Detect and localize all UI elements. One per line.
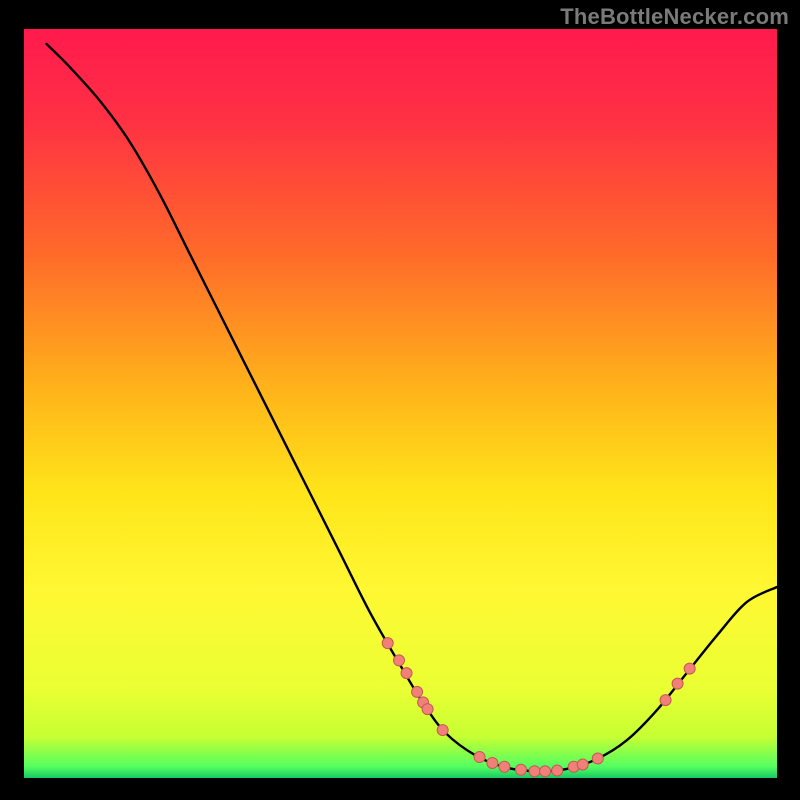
bottleneck-curve bbox=[47, 44, 777, 771]
data-marker bbox=[540, 766, 551, 777]
data-marker bbox=[401, 668, 412, 679]
data-marker bbox=[412, 686, 423, 697]
data-marker bbox=[660, 695, 671, 706]
data-marker bbox=[437, 725, 448, 736]
data-marker bbox=[552, 765, 563, 776]
data-marker bbox=[474, 752, 485, 763]
data-marker bbox=[672, 678, 683, 689]
data-marker bbox=[515, 764, 526, 775]
data-marker bbox=[422, 704, 433, 715]
watermark-text: TheBottleNecker.com bbox=[560, 4, 789, 30]
data-marker bbox=[529, 766, 540, 777]
data-marker bbox=[393, 655, 404, 666]
data-marker bbox=[592, 753, 603, 764]
data-marker bbox=[499, 761, 510, 772]
data-marker bbox=[577, 759, 588, 770]
plot-overlay bbox=[0, 0, 800, 800]
data-marker bbox=[684, 663, 695, 674]
data-marker bbox=[487, 758, 498, 769]
data-marker bbox=[382, 638, 393, 649]
